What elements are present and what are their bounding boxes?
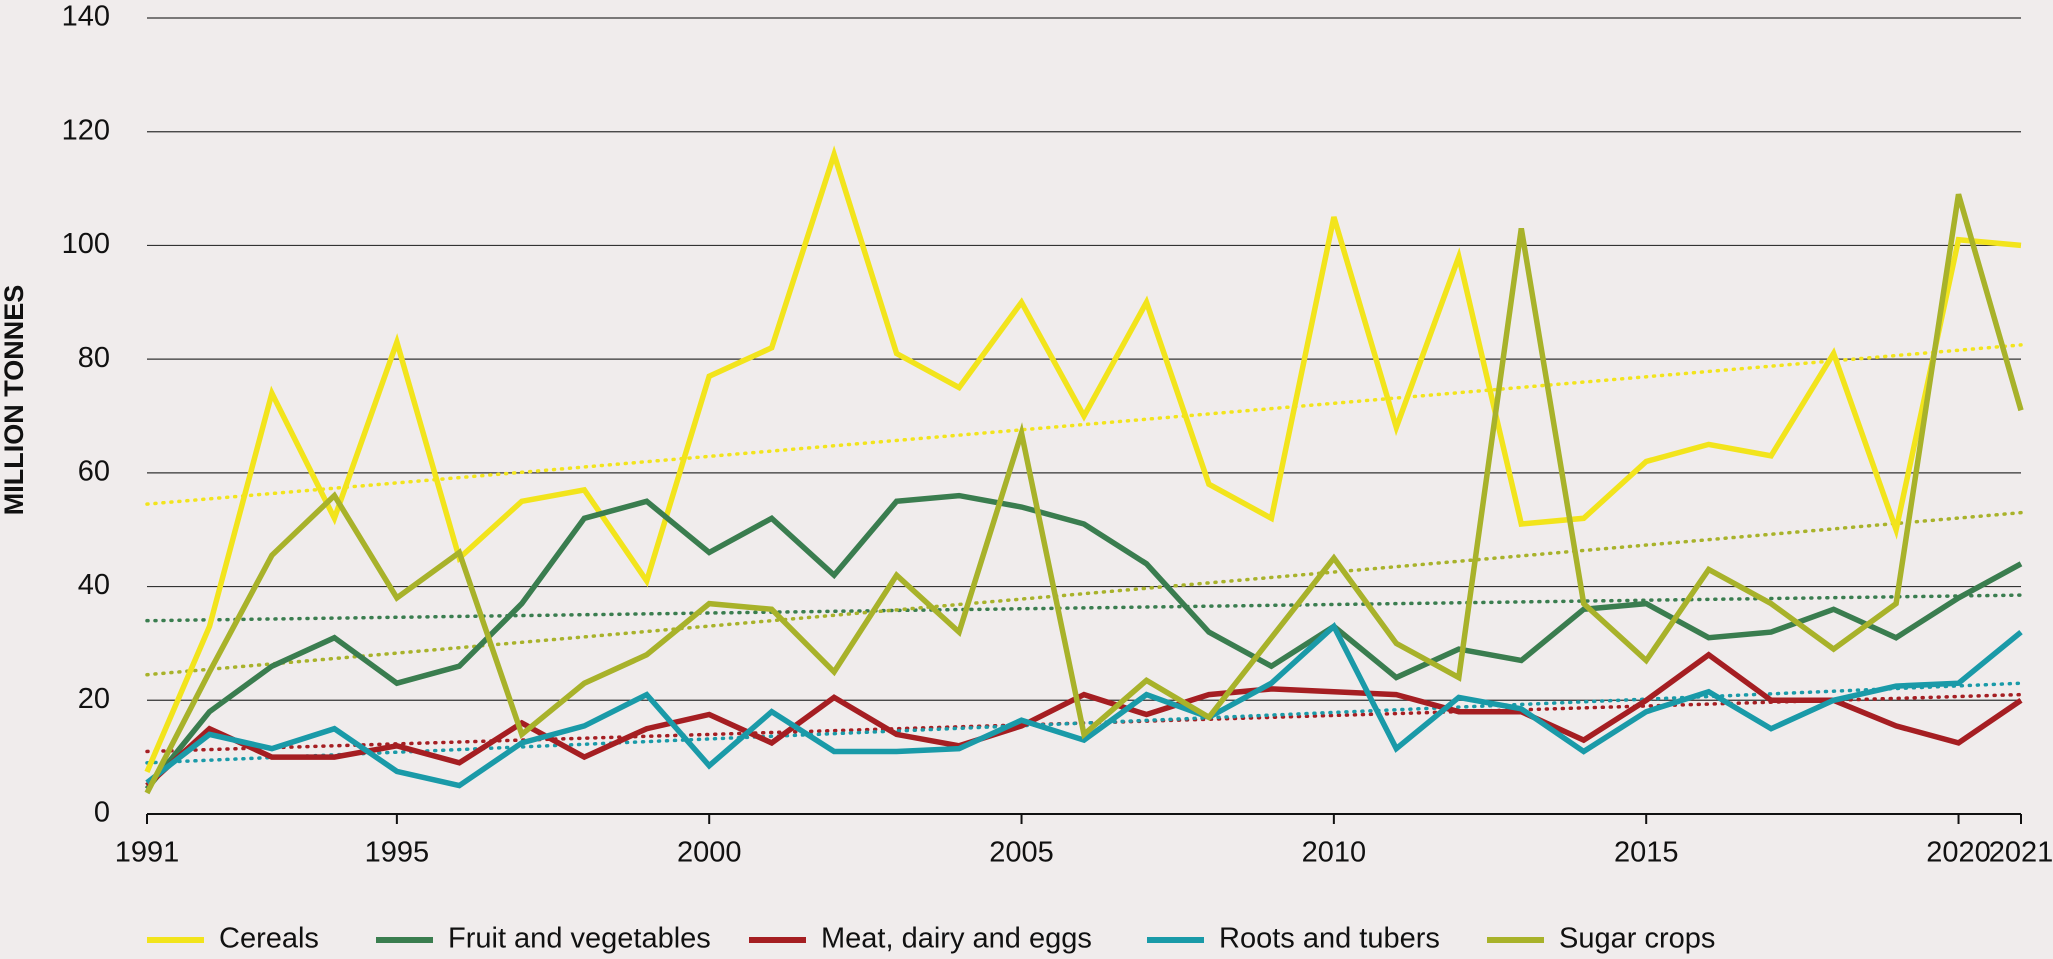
- y-tick-label: 0: [94, 797, 110, 829]
- series-line: [144, 492, 2023, 791]
- y-axis-title: MILLION TONNES: [0, 285, 29, 516]
- x-tick-label: 1995: [365, 837, 430, 869]
- y-tick-label: 100: [62, 228, 110, 260]
- x-tick-label: 1991: [115, 837, 180, 869]
- legend-label: Cereals: [219, 923, 319, 955]
- series-line: [145, 651, 2023, 788]
- y-tick-label: 120: [62, 114, 110, 146]
- trend-line: [145, 593, 2023, 623]
- y-tick-label: 60: [78, 456, 110, 488]
- series-line: [144, 193, 2024, 795]
- x-tick-label: 2000: [677, 837, 742, 869]
- legend-label: Fruit and vegetables: [448, 923, 711, 955]
- x-tick-label: 2005: [989, 837, 1054, 869]
- x-tick-label: 2020: [1926, 837, 1991, 869]
- y-tick-label: 20: [78, 683, 110, 715]
- y-tick-label: 40: [78, 569, 110, 601]
- trend-line: [145, 510, 2023, 677]
- x-tick-label: 2021: [1989, 837, 2053, 869]
- legend-label: Roots and tubers: [1219, 923, 1440, 955]
- trend-line: [145, 343, 2023, 506]
- x-tick-label: 2015: [1614, 837, 1679, 869]
- y-tick-label: 80: [78, 342, 110, 374]
- legend-label: Meat, dairy and eggs: [821, 923, 1092, 955]
- legend-label: Sugar crops: [1559, 923, 1715, 955]
- x-tick-label: 2010: [1302, 837, 1367, 869]
- series-line: [145, 621, 2023, 789]
- y-tick-label: 140: [62, 1, 110, 33]
